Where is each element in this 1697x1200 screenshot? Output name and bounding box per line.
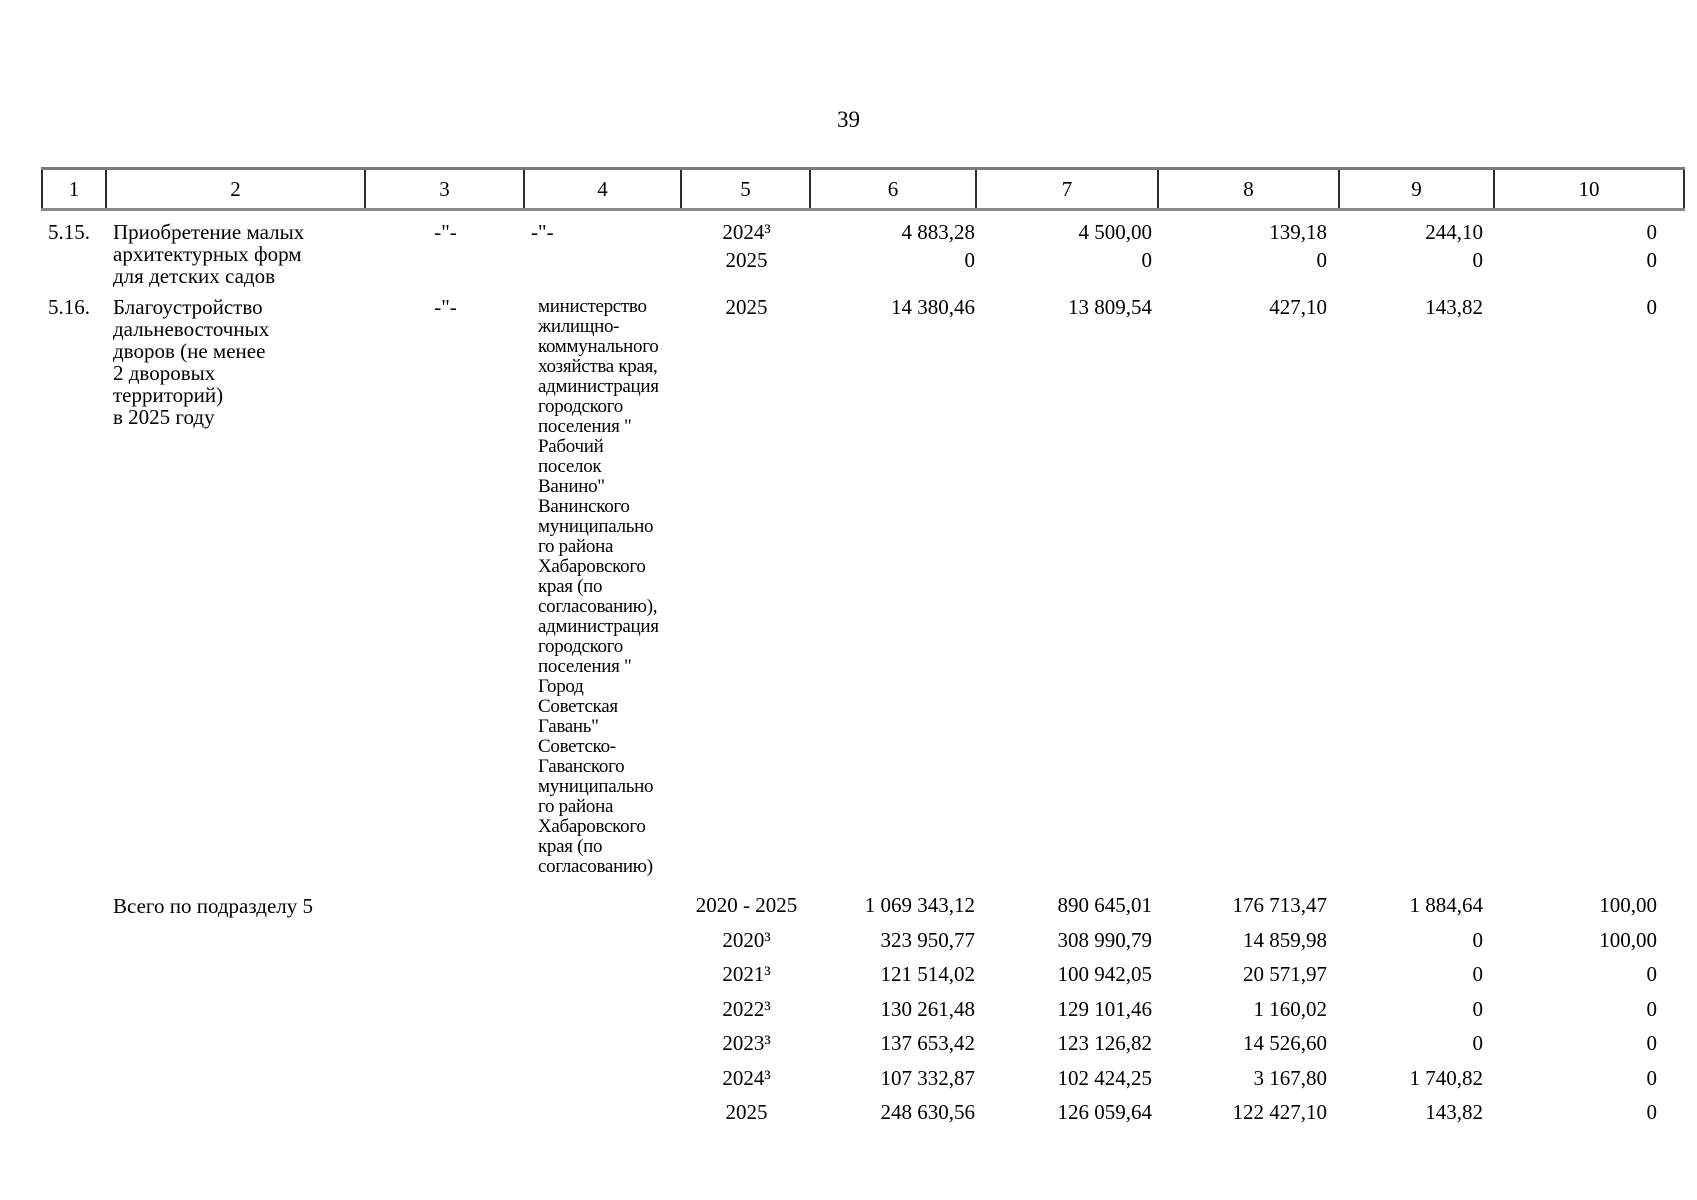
- column-header-7: 7: [977, 170, 1159, 208]
- row-515-amount-col6: 4 883,28 0: [901, 220, 976, 272]
- row-515-ditto-col3: -"-: [434, 220, 457, 244]
- column-header-9: 9: [1340, 170, 1495, 208]
- row-516-name: Благоустройство дальневосточных дворов (…: [113, 295, 270, 429]
- column-header-2: 2: [107, 170, 366, 208]
- row-516-amount-col7: 13 809,54: [1068, 295, 1152, 319]
- summary-years: 2020 - 2025 2020³ 2021³ 2022³ 2023³ 2024…: [695, 893, 798, 1124]
- row-515-number: 5.15.: [48, 220, 90, 244]
- row-516-coexecutors: министерство жилищно- коммунального хозя…: [538, 296, 659, 877]
- column-header-3: 3: [366, 170, 525, 208]
- column-header-5: 5: [682, 170, 811, 208]
- row-515-ditto-col4: -"-: [531, 220, 554, 244]
- summary-label: Всего по подразделу 5: [113, 894, 314, 918]
- column-header-8: 8: [1159, 170, 1340, 208]
- row-516-amount-col9: 143,82: [1425, 295, 1483, 319]
- summary-amount-col10: 100,00 100,00 0 0 0 0 0: [1599, 893, 1657, 1124]
- row-515-amount-col9: 244,10 0: [1425, 220, 1483, 272]
- row-515-amount-col8: 139,18 0: [1269, 220, 1327, 272]
- column-header-4: 4: [525, 170, 682, 208]
- row-516-ditto-col3: -"-: [434, 295, 457, 319]
- column-header-1: 1: [41, 170, 107, 208]
- row-515-amount-col7: 4 500,00 0: [1078, 220, 1153, 272]
- table-header-row: 1 2 3 4 5 6 7 8 9 10: [41, 167, 1685, 211]
- row-515-years: 2024³ 2025: [722, 220, 771, 272]
- row-516-years: 2025: [725, 295, 768, 319]
- row-516-amount-col8: 427,10: [1269, 295, 1327, 319]
- summary-amount-col6: 1 069 343,12 323 950,77 121 514,02 130 2…: [864, 893, 975, 1124]
- row-516-number: 5.16.: [48, 295, 90, 319]
- column-header-6: 6: [811, 170, 977, 208]
- row-516-amount-col6: 14 380,46: [891, 295, 975, 319]
- page-number: 39: [837, 107, 860, 132]
- summary-amount-col8: 176 713,47 14 859,98 20 571,97 1 160,02 …: [1232, 893, 1328, 1124]
- row-516-amount-col10: 0: [1646, 295, 1658, 319]
- column-header-10: 10: [1495, 170, 1685, 208]
- summary-amount-col7: 890 645,01 308 990,79 100 942,05 129 101…: [1057, 893, 1153, 1124]
- row-515-amount-col10: 0 0: [1646, 220, 1658, 272]
- summary-amount-col9: 1 884,64 0 0 0 0 1 740,82 143,82: [1409, 893, 1484, 1124]
- row-515-name: Приобретение малых архитектурных форм дл…: [113, 220, 305, 288]
